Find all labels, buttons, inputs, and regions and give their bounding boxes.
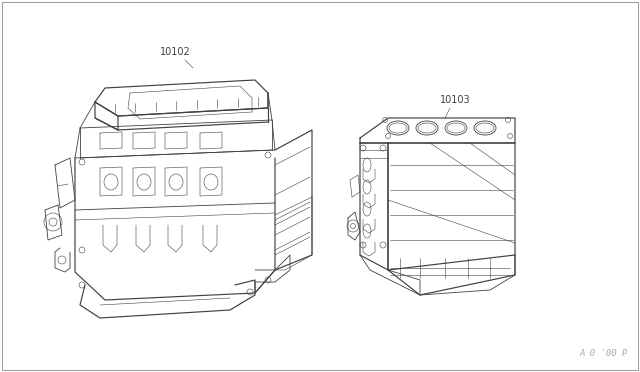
Text: A 0 '00 P: A 0 '00 P: [580, 349, 628, 358]
Text: 10102: 10102: [159, 47, 190, 57]
Text: 10103: 10103: [440, 95, 470, 105]
